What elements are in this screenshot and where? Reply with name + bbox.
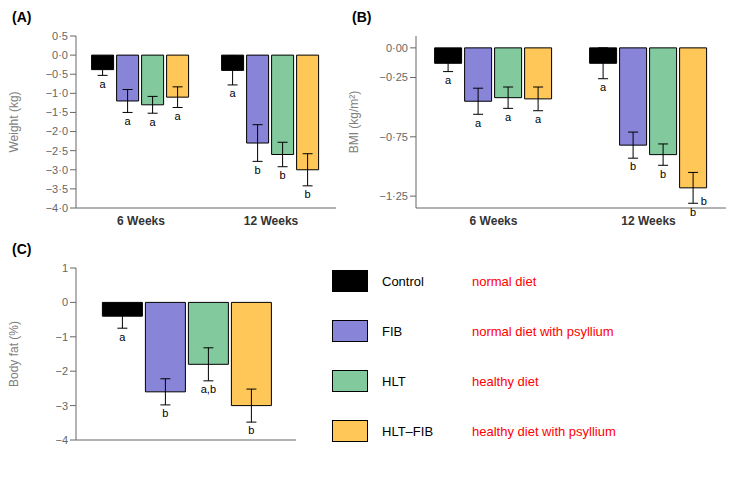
svg-text:6 Weeks: 6 Weeks [470, 214, 518, 228]
svg-text:−0·25: −0·25 [380, 71, 408, 83]
html-text:normal diet: normal diet [472, 273, 537, 289]
svg-text:−2·5: −2·5 [46, 145, 68, 157]
html-text:(C): (C) [12, 241, 32, 257]
html-text:(B): (B) [352, 9, 372, 25]
svg-text:b: b [255, 164, 261, 176]
svg-text:−0·5: −0·5 [46, 68, 68, 80]
svg-text:−1·25: −1·25 [380, 190, 408, 202]
svg-text:−4·0: −4·0 [46, 202, 68, 214]
svg-text:a: a [119, 331, 126, 343]
svg-text:−3: −3 [55, 400, 68, 412]
svg-text:a: a [600, 81, 607, 93]
svg-text:−1: −1 [55, 331, 68, 343]
svg-text:a: a [100, 78, 107, 90]
svg-text:b: b [162, 407, 168, 419]
svg-text:0·00: 0·00 [386, 42, 408, 54]
svg-text:b: b [701, 195, 707, 207]
svg-text:a: a [125, 115, 132, 127]
svg-text:a: a [175, 110, 182, 122]
html-text:HLT: HLT [382, 373, 406, 389]
svg-text:a: a [475, 117, 482, 129]
svg-text:a: a [535, 113, 542, 125]
svg-text:Body fat (%): Body fat (%) [8, 321, 21, 387]
svg-text:a: a [150, 116, 157, 128]
svg-text:12 Weeks: 12 Weeks [244, 214, 299, 228]
svg-text:12 Weeks: 12 Weeks [621, 214, 676, 228]
svg-text:−4: −4 [55, 434, 68, 446]
svg-text:0: 0 [62, 296, 68, 308]
svg-text:Weight (kg): Weight (kg) [8, 91, 21, 152]
svg-text:−3·5: −3·5 [46, 183, 68, 195]
svg-text:b: b [630, 160, 636, 172]
svg-text:−0·75: −0·75 [380, 131, 408, 143]
svg-text:b: b [660, 168, 666, 180]
svg-text:b: b [305, 188, 311, 200]
html-text:(A): (A) [12, 9, 32, 25]
svg-text:−1·0: −1·0 [46, 87, 68, 99]
svg-text:a: a [230, 87, 237, 99]
svg-text:BMI (kg/m²): BMI (kg/m²) [348, 91, 361, 154]
svg-text:−2: −2 [55, 365, 68, 377]
svg-text:a,b: a,b [201, 383, 216, 395]
svg-text:b: b [690, 206, 696, 218]
svg-text:0·5: 0·5 [52, 30, 68, 42]
svg-text:−1·5: −1·5 [46, 106, 68, 118]
svg-text:a: a [445, 74, 452, 86]
svg-text:−3·0: −3·0 [46, 164, 68, 176]
svg-text:6 Weeks: 6 Weeks [117, 214, 165, 228]
html-text:healthy diet with psyllium: healthy diet with psyllium [472, 423, 616, 439]
svg-text:1: 1 [62, 262, 68, 274]
svg-text:b: b [280, 169, 286, 181]
svg-text:b: b [248, 424, 254, 436]
html-text:normal diet with psyllium: normal diet with psyllium [472, 323, 614, 339]
html-text:healthy diet: healthy diet [472, 373, 539, 389]
svg-text:0·0: 0·0 [52, 49, 68, 61]
html-text:HLT–FIB: HLT–FIB [382, 423, 434, 439]
html-text:FIB: FIB [382, 323, 403, 339]
html-text:Control: Control [382, 273, 424, 289]
svg-text:a: a [505, 111, 512, 123]
svg-text:−2·0: −2·0 [46, 125, 68, 137]
